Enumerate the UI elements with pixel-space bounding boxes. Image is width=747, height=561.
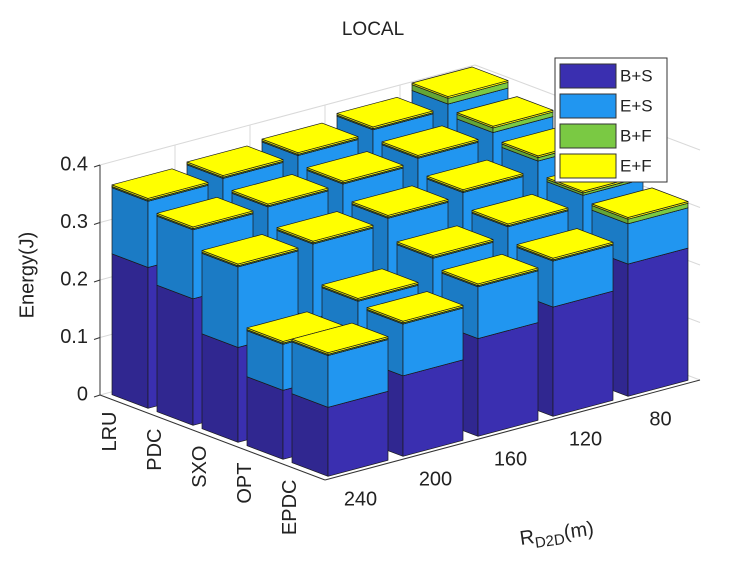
bar-segment-top: [306, 151, 404, 182]
depth-tick-label: 200: [419, 468, 452, 490]
bar-segment-top: [411, 66, 509, 97]
bar-segment-front: [477, 322, 539, 437]
bar-segment-top: [441, 253, 539, 285]
bar-segment-side: [156, 215, 194, 300]
bar-segment-side: [291, 393, 329, 477]
legend-label: B+F: [620, 126, 652, 145]
chart-title: LOCAL: [342, 19, 404, 40]
bar-segment-top: [396, 225, 494, 256]
y-tick: [93, 164, 101, 168]
bar-segment-side: [201, 252, 239, 348]
bar-segment-top: [381, 125, 479, 156]
x-tick-label: LRU: [99, 412, 121, 452]
y-tick: [93, 337, 101, 340]
bar-segment-top: [351, 185, 449, 216]
y-tick: [93, 279, 101, 283]
bar-segment-top: [471, 193, 569, 225]
bar-segment-top: [156, 196, 254, 228]
x-tick-label: OPT: [234, 463, 256, 504]
bar-segment-top: [231, 174, 329, 205]
bar-stack: [291, 322, 389, 477]
y-tick-label: 0.3: [60, 211, 88, 233]
y-tick: [93, 222, 101, 225]
bar-segment-side: [156, 284, 194, 426]
bar-segment-top: [321, 268, 419, 299]
legend-label: E+F: [620, 156, 652, 175]
bar-segment-top: [516, 228, 614, 259]
y-tick-label: 0: [77, 383, 88, 405]
bar-segment-top: [366, 291, 464, 322]
bar-segment-top: [261, 122, 359, 154]
depth-tick-label: 240: [344, 488, 377, 510]
legend-swatch: [559, 123, 617, 149]
y-tick-label: 0.1: [60, 326, 88, 348]
x-axis: [99, 394, 326, 481]
legend-label: E+S: [620, 96, 653, 115]
x-tick-label: PDC: [144, 429, 166, 471]
bar-segment-front: [402, 359, 464, 457]
y-tick-label: 0.2: [60, 268, 88, 290]
legend-swatch: [559, 93, 617, 119]
bar-segment-front: [627, 247, 689, 397]
bar-segment-side: [111, 187, 149, 268]
bar-segment-top: [291, 322, 389, 354]
y-tick: [93, 394, 101, 398]
bar-stack: [441, 253, 539, 437]
bar-segment-top: [186, 145, 284, 176]
y-axis-label: Energy(J): [16, 232, 38, 319]
depth-tick-label: 160: [494, 448, 527, 470]
bar-segment-side: [201, 333, 239, 443]
bar-segment-top: [111, 168, 209, 199]
legend-swatch: [559, 153, 617, 179]
legend-swatch: [559, 63, 617, 89]
depth-axis: [324, 379, 701, 481]
legend-label: B+S: [620, 66, 653, 85]
bar-segment-top: [201, 234, 299, 265]
x-label-unit: (m): [562, 518, 595, 544]
bar-segment-top: [591, 187, 689, 218]
bar-segment-top: [276, 211, 374, 242]
x-tick-label: SXO: [189, 446, 211, 488]
bar-stack: [591, 187, 689, 397]
bar-segment-top: [336, 96, 434, 128]
x-label-base: R: [518, 526, 535, 550]
bar-segment-side: [111, 253, 149, 409]
bar-segment-top: [456, 96, 554, 127]
depth-tick-label: 120: [569, 428, 602, 450]
bar-segment-front: [552, 290, 614, 417]
depth-tick-label: 80: [649, 408, 671, 430]
grid-line: [99, 64, 476, 166]
y-tick-label: 0.4: [60, 153, 88, 175]
bar-segment-side: [246, 376, 284, 460]
bar-segment-top: [426, 159, 524, 191]
x-label-sub: D2D: [534, 531, 566, 552]
x-tick-label: EPDC: [279, 480, 301, 536]
x-axis-label: RD2D(m): [518, 518, 595, 554]
